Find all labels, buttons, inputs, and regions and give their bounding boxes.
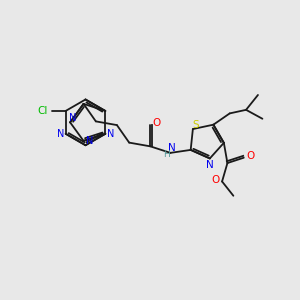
Text: N: N — [86, 136, 93, 146]
Text: N: N — [57, 129, 64, 139]
Text: O: O — [212, 175, 220, 185]
Text: N: N — [69, 113, 77, 123]
Text: Cl: Cl — [38, 106, 48, 116]
Text: O: O — [246, 151, 254, 161]
Text: S: S — [193, 121, 199, 130]
Text: O: O — [153, 118, 161, 128]
Text: N: N — [206, 160, 214, 170]
Text: N: N — [107, 129, 114, 139]
Text: H: H — [163, 150, 170, 159]
Text: N: N — [168, 142, 176, 152]
